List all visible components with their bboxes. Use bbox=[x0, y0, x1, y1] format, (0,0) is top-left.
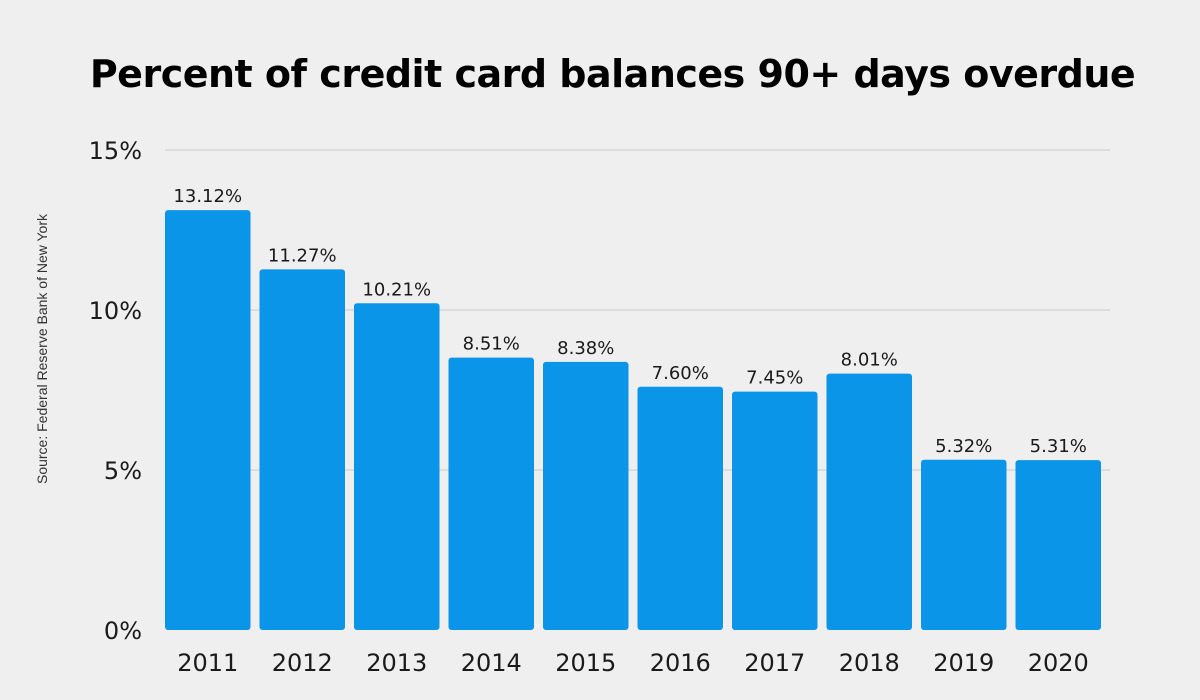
bar bbox=[165, 210, 251, 630]
x-tick-label: 2015 bbox=[555, 649, 616, 677]
data-label: 8.01% bbox=[841, 350, 898, 371]
bar bbox=[637, 386, 723, 630]
bar bbox=[732, 391, 818, 630]
x-tick-label: 2013 bbox=[366, 649, 427, 677]
data-label: 5.31% bbox=[1030, 436, 1087, 457]
data-label: 5.32% bbox=[935, 436, 992, 457]
x-tick-label: 2011 bbox=[177, 649, 238, 677]
x-tick-label: 2020 bbox=[1028, 649, 1089, 677]
bar bbox=[1015, 460, 1101, 630]
data-label: 8.51% bbox=[463, 334, 520, 355]
data-label: 10.21% bbox=[362, 279, 431, 300]
x-tick-label: 2018 bbox=[839, 649, 900, 677]
data-label: 8.38% bbox=[557, 338, 614, 359]
bar bbox=[826, 373, 912, 630]
y-tick-label: 5% bbox=[104, 457, 142, 485]
x-tick-label: 2014 bbox=[461, 649, 522, 677]
y-tick-label: 15% bbox=[89, 137, 142, 165]
chart-title: Percent of credit card balances 90+ days… bbox=[89, 52, 1136, 96]
data-label: 7.60% bbox=[652, 363, 709, 384]
data-label: 7.45% bbox=[746, 368, 803, 389]
data-label: 13.12% bbox=[173, 186, 242, 207]
x-tick-label: 2019 bbox=[933, 649, 994, 677]
bar bbox=[259, 269, 345, 630]
bar bbox=[921, 459, 1007, 630]
y-tick-label: 10% bbox=[89, 297, 142, 325]
bar bbox=[354, 303, 440, 630]
y-tick-label: 0% bbox=[104, 617, 142, 645]
x-tick-label: 2016 bbox=[650, 649, 711, 677]
x-tick-label: 2012 bbox=[272, 649, 333, 677]
x-tick-label: 2017 bbox=[744, 649, 805, 677]
data-label: 11.27% bbox=[268, 245, 337, 266]
bar bbox=[448, 357, 534, 630]
bar bbox=[543, 361, 629, 630]
